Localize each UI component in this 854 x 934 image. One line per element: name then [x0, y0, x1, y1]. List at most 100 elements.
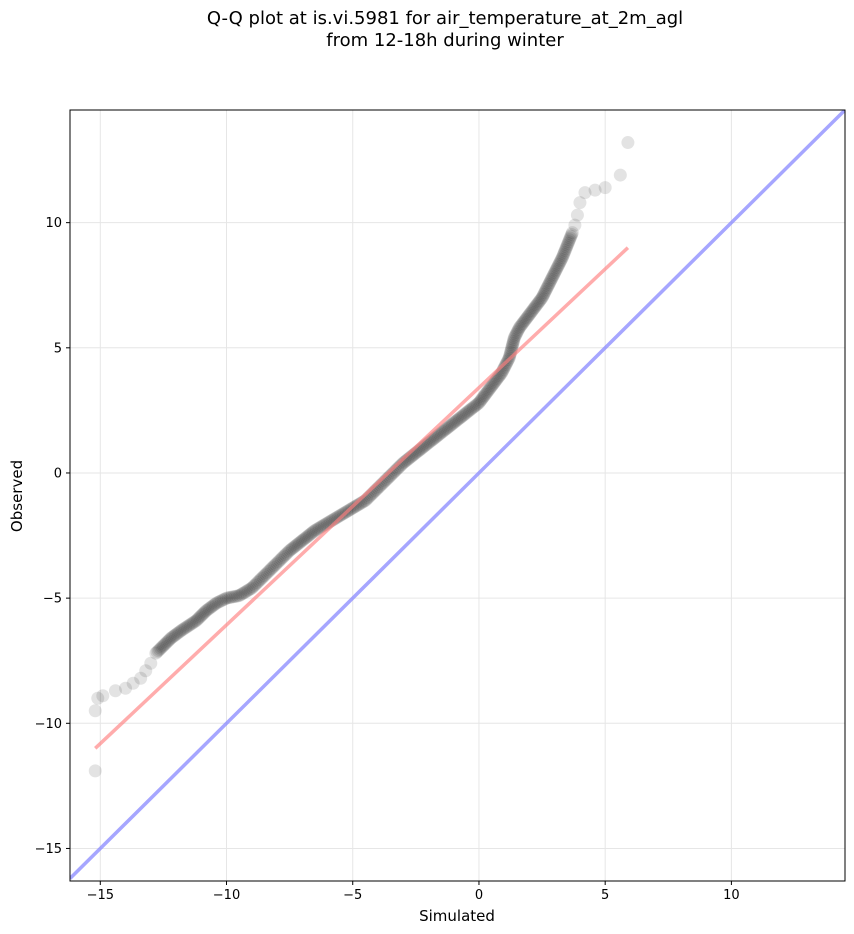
quantile-point: [543, 274, 557, 288]
quantile-point: [256, 570, 270, 584]
quantile-point: [578, 186, 592, 200]
quantile-point: [197, 606, 211, 620]
quantile-point: [151, 644, 165, 658]
y-tick-label: −15: [35, 842, 62, 857]
quantile-point: [547, 267, 561, 281]
quantile-point: [511, 324, 525, 338]
quantile-point: [287, 540, 301, 554]
quantile-point: [311, 522, 325, 536]
quantile-point: [96, 689, 110, 703]
quantile-point: [306, 525, 320, 539]
quantile-point: [558, 244, 572, 258]
quantile-point: [530, 298, 544, 312]
quantile-point: [560, 240, 574, 254]
quantile-point: [452, 411, 466, 425]
quantile-point: [539, 282, 553, 296]
quantile-point: [245, 581, 259, 595]
quantile-point: [288, 539, 302, 553]
quantile-point: [505, 338, 519, 352]
quantile-point: [538, 286, 552, 300]
quantile-point: [225, 590, 239, 604]
quantile-point: [177, 622, 191, 636]
quantile-point: [291, 537, 305, 551]
quantile-point: [466, 400, 480, 414]
quantile-point: [183, 618, 197, 632]
quantile-point: [163, 632, 177, 646]
quantile-point: [517, 315, 531, 329]
quantile-point: [465, 401, 479, 415]
quantile-point: [164, 631, 178, 645]
quantile-point: [153, 642, 167, 656]
quantile-point: [548, 266, 562, 280]
quantile-point: [533, 294, 547, 308]
quantile-point: [552, 257, 566, 271]
quantile-point: [445, 417, 459, 431]
y-tick-label: −10: [35, 717, 62, 732]
quantile-point: [179, 621, 193, 635]
quantile-point: [556, 249, 570, 263]
quantile-point: [292, 536, 306, 550]
quantile-point: [565, 227, 579, 241]
x-tick-label: 0: [475, 888, 483, 903]
quantile-point: [512, 321, 526, 335]
quantile-point: [255, 571, 269, 585]
quantile-point: [554, 252, 568, 266]
quantile-point: [516, 316, 530, 330]
quantile-point: [488, 374, 502, 388]
quantile-point: [284, 542, 298, 556]
quantile-point: [144, 656, 158, 670]
quantile-point: [167, 629, 181, 643]
quantile-point: [149, 646, 163, 660]
quantile-point: [440, 421, 454, 435]
quantile-point: [262, 564, 276, 578]
quantile-point: [507, 331, 521, 345]
quantile-point: [562, 235, 576, 249]
quantile-point: [350, 498, 364, 512]
quantile-point: [189, 614, 203, 628]
chart-title: Q-Q plot at is.vi.5981 for air_temperatu…: [0, 8, 854, 52]
quantile-point: [475, 392, 489, 406]
quantile-point: [196, 607, 210, 621]
quantile-point: [507, 333, 521, 347]
quantile-point: [221, 591, 235, 605]
quantile-point: [506, 336, 520, 350]
quantile-point: [257, 569, 271, 583]
quantile-point: [204, 600, 218, 614]
quantile-point: [314, 520, 328, 534]
quantile-point: [563, 231, 577, 245]
quantile-point: [541, 279, 555, 293]
quantile-point: [532, 295, 546, 309]
quantile-point: [519, 312, 533, 326]
quantile-point: [263, 563, 277, 577]
quantile-point: [294, 535, 308, 549]
quantile-point: [486, 377, 500, 391]
identity-line: [70, 110, 845, 880]
quantile-point: [522, 308, 536, 322]
quantile-point: [280, 546, 294, 560]
x-tick-label: 10: [723, 888, 740, 903]
quantile-point: [267, 559, 281, 573]
quantile-point: [437, 424, 451, 438]
quantile-point: [290, 538, 304, 552]
quantile-point: [161, 634, 175, 648]
quantile-point: [515, 318, 529, 332]
quantile-point: [199, 604, 213, 618]
quantile-point: [223, 590, 237, 604]
quantile-point: [205, 599, 219, 613]
quantile-point: [549, 262, 563, 276]
quantile-point: [234, 588, 248, 602]
fit-line: [94, 246, 630, 750]
quantile-point: [526, 302, 540, 316]
quantile-point: [450, 414, 464, 428]
quantile-point: [188, 615, 202, 629]
quantile-point: [298, 531, 312, 545]
quantile-point: [276, 551, 290, 565]
quantile-point: [332, 509, 346, 523]
quantile-point: [213, 594, 227, 608]
quantile-point: [209, 596, 223, 610]
quantile-point: [554, 254, 568, 268]
quantile-point: [207, 598, 221, 612]
quantile-point: [524, 305, 538, 319]
quantile-point: [297, 532, 311, 546]
